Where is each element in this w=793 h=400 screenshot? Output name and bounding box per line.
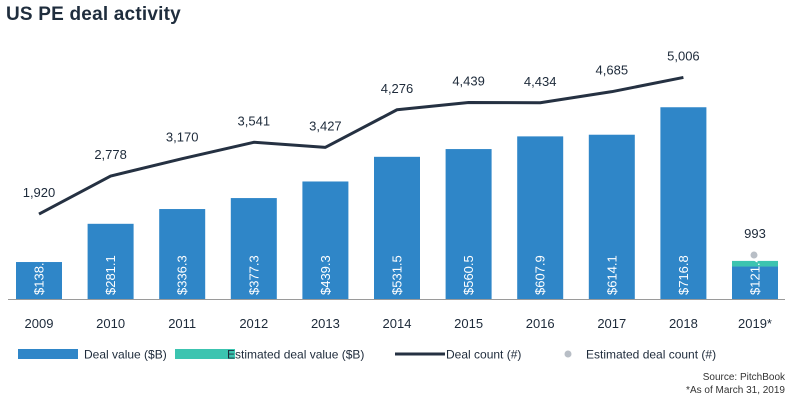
deal-count-label-2017: 4,685 — [596, 63, 629, 78]
deal-count-label-2016: 4,434 — [524, 74, 557, 89]
source-note: Source: PitchBook *As of March 31, 2019 — [686, 371, 785, 397]
x-tick-label-2015: 2015 — [454, 316, 483, 331]
deal-count-label-2009: 1,920 — [23, 185, 56, 200]
bar-value-label-2014: $531.5 — [390, 255, 405, 295]
footnote: *As of March 31, 2019 — [686, 385, 785, 396]
estimated-count-label-2019*: 993 — [744, 226, 766, 241]
bar-value-label-2010: $281.1 — [103, 255, 118, 295]
deal-value-bar-2010 — [87, 223, 134, 299]
deal-count-labels: 1,920 2,778 3,170 3,541 3,427 4,276 4,439 4,434… — [23, 48, 766, 241]
deal-count-line — [38, 75, 684, 216]
bar-value-label-2011: $336.3 — [175, 255, 190, 295]
chart-title: US PE deal activity — [6, 4, 181, 25]
deal-value-bar-2013 — [302, 181, 349, 299]
deal-count-label-2012: 3,541 — [238, 113, 271, 128]
deal-count-label-2011: 3,170 — [166, 130, 199, 145]
x-tick-label-2016: 2016 — [526, 316, 555, 331]
deal-value-bar-2018 — [660, 107, 707, 299]
deal-value-bar-2012 — [230, 198, 277, 299]
deal-value-bar-2014 — [374, 156, 420, 299]
x-tick-label-2013: 2013 — [311, 316, 340, 331]
x-tick-labels: 2009 2010 2011 2012 2013 2014 2015 2016 2017 2018… — [25, 316, 772, 331]
x-tick-label-2014: 2014 — [383, 316, 412, 331]
deal-count-label-2010: 2,778 — [94, 147, 127, 162]
bar-value-label-2018: $716.8 — [676, 255, 691, 295]
bar-labels-group: $138.2 $281.1 $336.3 $377.3 $439.3 $531.5 $560… — [32, 255, 763, 295]
legend: Deal value ($B) Estimated deal value ($B)… — [18, 348, 716, 362]
x-tick-label-2017: 2017 — [597, 316, 626, 331]
legend-label-estimated-deal-count: Estimated deal count (#) — [586, 348, 716, 362]
bar-value-label-2016: $607.9 — [533, 255, 548, 295]
x-tick-label-2019*: 2019* — [738, 316, 772, 331]
bar-value-label-2013: $439.3 — [318, 255, 333, 295]
deal-value-bar-2011 — [159, 209, 206, 299]
legend-swatch-estimated-deal-count — [564, 350, 572, 358]
x-tick-label-2011: 2011 — [168, 316, 196, 331]
deal-count-label-2018: 5,006 — [667, 48, 700, 63]
bar-value-label-2019*: $121.4 — [748, 255, 763, 295]
legend-label-deal-value: Deal value ($B) — [84, 348, 167, 362]
deal-value-bar-2009 — [16, 262, 62, 299]
deal-count-label-2014: 4,276 — [381, 81, 414, 96]
legend-label-estimated-deal-value: Estimated deal value ($B) — [227, 348, 364, 362]
x-tick-label-2018: 2018 — [669, 316, 698, 331]
deal-count-label-2013: 3,427 — [309, 118, 342, 133]
deal-count-line-group — [38, 75, 758, 259]
estimated-count-point-2019* — [750, 251, 758, 259]
deal-value-bar-2015 — [445, 149, 492, 299]
x-tick-label-2010: 2010 — [96, 316, 125, 331]
source-line: Source: PitchBook — [702, 372, 785, 383]
legend-swatch-estimated-deal-value — [175, 349, 235, 359]
bar-value-label-2015: $560.5 — [461, 255, 476, 295]
deal-count-label-2015: 4,439 — [452, 74, 485, 89]
deal-value-bar-2017 — [588, 134, 635, 299]
deal-value-bar-2016 — [517, 136, 564, 299]
x-tick-label-2012: 2012 — [239, 316, 268, 331]
bar-value-label-2009: $138.2 — [32, 255, 47, 295]
legend-label-deal-count: Deal count (#) — [446, 348, 521, 362]
bar-value-label-2012: $377.3 — [246, 255, 261, 295]
bars-group — [16, 107, 778, 299]
legend-swatch-deal-value — [18, 349, 78, 359]
deal-value-bar-2019* — [732, 266, 778, 299]
x-tick-label-2009: 2009 — [25, 316, 54, 331]
bar-value-label-2017: $614.1 — [604, 255, 619, 295]
estimated-value-bar-2019* — [732, 260, 778, 267]
